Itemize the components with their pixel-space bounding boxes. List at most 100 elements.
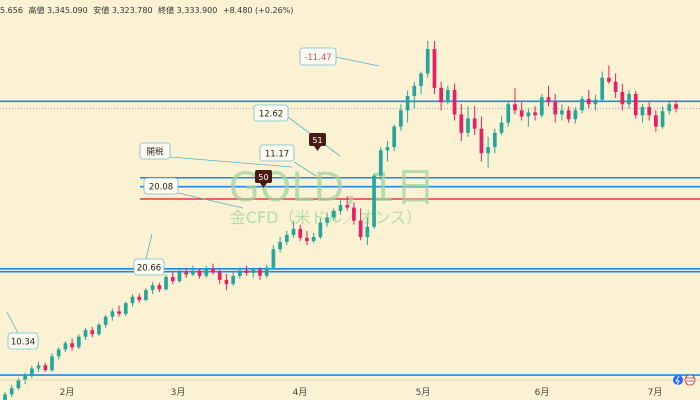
candle-body bbox=[674, 104, 678, 109]
candle-body bbox=[90, 330, 95, 335]
candle-body bbox=[492, 132, 497, 148]
candle-body bbox=[231, 275, 235, 284]
candle-body bbox=[70, 343, 74, 348]
candle bbox=[43, 362, 48, 372]
candle-body bbox=[23, 375, 27, 380]
candle-body bbox=[43, 365, 48, 371]
candle bbox=[358, 208, 363, 241]
candle bbox=[419, 71, 423, 94]
candle bbox=[640, 104, 645, 123]
x-tick-label: 4月 bbox=[293, 387, 308, 398]
candle-body bbox=[217, 272, 222, 280]
candle-body bbox=[345, 205, 350, 208]
x-tick-label: 2月 bbox=[60, 387, 75, 398]
candle-body bbox=[3, 394, 7, 400]
candle bbox=[63, 341, 68, 353]
callout-label: 10.34 bbox=[11, 338, 35, 348]
candle-body bbox=[607, 77, 611, 82]
marker-50: 50 bbox=[255, 170, 272, 188]
candle bbox=[492, 128, 497, 154]
candle bbox=[184, 267, 189, 278]
marker-label: 50 bbox=[258, 173, 268, 182]
candle-body bbox=[184, 272, 189, 275]
candle-body bbox=[305, 237, 309, 242]
candle-body bbox=[150, 285, 155, 291]
callout-label: 12.62 bbox=[259, 110, 283, 120]
candle bbox=[425, 40, 430, 78]
candle-body bbox=[164, 277, 168, 290]
candle bbox=[90, 326, 95, 338]
candle bbox=[264, 264, 269, 278]
candle bbox=[164, 274, 168, 291]
candle-body bbox=[144, 290, 148, 300]
candle-body bbox=[211, 268, 215, 273]
candle-body bbox=[499, 122, 504, 133]
svg-text:5.656 高値 3,345.090: 5.656 高値 3,345.090 安値 3,323.780 終値 3,333… bbox=[0, 5, 293, 15]
candle-body bbox=[338, 205, 343, 211]
ohlc-low: 3,323.780 bbox=[112, 6, 153, 15]
candle bbox=[238, 267, 242, 279]
candle bbox=[586, 89, 591, 109]
candle-body bbox=[50, 356, 54, 371]
candle-body bbox=[372, 175, 376, 227]
candle bbox=[593, 94, 598, 111]
candle-body bbox=[486, 147, 490, 154]
ohlc-open: 5.656 bbox=[0, 6, 23, 15]
candle bbox=[439, 81, 443, 111]
candle-body bbox=[238, 270, 242, 276]
candle-body bbox=[633, 93, 638, 116]
ohlc-low-label: 安値 bbox=[93, 5, 109, 15]
candles bbox=[3, 40, 678, 400]
candle-body bbox=[432, 49, 437, 88]
candle-body bbox=[157, 285, 162, 290]
candle-body bbox=[29, 368, 34, 376]
candle-body bbox=[311, 236, 316, 242]
candle-body bbox=[573, 110, 578, 120]
candle bbox=[633, 90, 638, 119]
candle bbox=[459, 104, 464, 141]
candle-body bbox=[506, 104, 511, 123]
candle bbox=[311, 232, 316, 244]
candle-body bbox=[244, 270, 249, 273]
candle-body bbox=[419, 73, 423, 86]
candle-body bbox=[392, 126, 397, 148]
candle-body bbox=[546, 97, 551, 103]
candle bbox=[472, 106, 477, 135]
candle bbox=[553, 93, 558, 123]
candle bbox=[137, 293, 142, 303]
candle bbox=[667, 101, 672, 115]
candle-body bbox=[56, 349, 61, 357]
candle-body bbox=[318, 222, 323, 237]
candle bbox=[378, 147, 383, 180]
candle bbox=[3, 392, 7, 400]
candle-body bbox=[291, 228, 296, 235]
candle bbox=[83, 327, 88, 340]
candle bbox=[566, 106, 571, 123]
candle-body bbox=[412, 85, 417, 97]
candle-body bbox=[405, 96, 410, 111]
candle-body bbox=[519, 110, 524, 117]
horizontal-levels bbox=[0, 100, 700, 376]
candle-body bbox=[586, 98, 591, 105]
candle-body bbox=[331, 210, 336, 218]
candle bbox=[479, 116, 484, 162]
lightning-icon[interactable] bbox=[673, 375, 683, 385]
candle-body bbox=[123, 303, 128, 314]
callout-kaizei: 開税 bbox=[139, 142, 293, 168]
candle-body bbox=[654, 115, 658, 127]
candle-body bbox=[600, 77, 605, 100]
candle-body bbox=[580, 98, 584, 111]
x-tick-label: 6月 bbox=[535, 387, 550, 398]
candle-body bbox=[278, 241, 282, 250]
candle bbox=[539, 93, 544, 118]
candle-body bbox=[647, 107, 652, 116]
candle-body bbox=[352, 207, 356, 221]
platform-logo-icons bbox=[673, 374, 696, 386]
candle-body bbox=[271, 249, 276, 268]
candle-body bbox=[110, 311, 115, 317]
ohlc-high-label: 高値 bbox=[28, 5, 44, 15]
candle bbox=[613, 73, 618, 99]
candle-body bbox=[298, 228, 303, 238]
